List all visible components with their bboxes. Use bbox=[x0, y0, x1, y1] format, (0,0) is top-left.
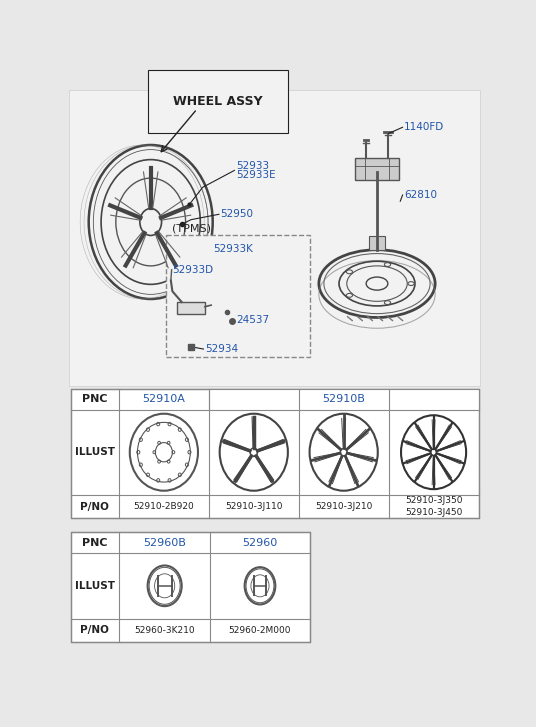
Text: PNC: PNC bbox=[82, 538, 108, 547]
Bar bbox=[355, 158, 399, 180]
Text: 52910A: 52910A bbox=[143, 395, 185, 404]
Text: P/NO: P/NO bbox=[80, 502, 109, 512]
Text: P/NO: P/NO bbox=[80, 625, 109, 635]
Text: ILLUST: ILLUST bbox=[75, 447, 115, 457]
Text: 52950: 52950 bbox=[220, 209, 254, 220]
Text: 52910-3J210: 52910-3J210 bbox=[315, 502, 373, 511]
Bar bbox=[71, 532, 310, 642]
Bar bbox=[166, 235, 310, 357]
Text: 52933E: 52933E bbox=[236, 170, 276, 180]
Text: 52960-3K210: 52960-3K210 bbox=[135, 626, 195, 635]
Bar bbox=[369, 236, 385, 249]
Text: (TPMS): (TPMS) bbox=[173, 224, 211, 234]
Text: ILLUST: ILLUST bbox=[75, 581, 115, 591]
Text: 52933: 52933 bbox=[236, 161, 269, 171]
Text: 52910B: 52910B bbox=[322, 395, 365, 404]
Text: 52933K: 52933K bbox=[213, 244, 252, 254]
Text: 52960B: 52960B bbox=[143, 538, 186, 547]
Text: 52960: 52960 bbox=[242, 538, 278, 547]
Text: 52910-2B920: 52910-2B920 bbox=[133, 502, 194, 511]
Bar bbox=[177, 302, 205, 314]
Text: 24537: 24537 bbox=[236, 315, 269, 325]
Bar bbox=[209, 389, 479, 410]
Text: 52933D: 52933D bbox=[173, 265, 213, 275]
Text: PNC: PNC bbox=[82, 395, 108, 404]
Text: 1140FD: 1140FD bbox=[404, 122, 444, 132]
Text: 52910-3J110: 52910-3J110 bbox=[225, 502, 282, 511]
Bar bbox=[71, 389, 479, 518]
Text: WHEEL ASSY: WHEEL ASSY bbox=[173, 95, 263, 108]
Text: 62810: 62810 bbox=[404, 190, 437, 200]
Text: 52910-3J350
52910-3J450: 52910-3J350 52910-3J450 bbox=[405, 496, 463, 517]
Text: 52934: 52934 bbox=[205, 344, 238, 354]
Bar bbox=[69, 89, 480, 386]
Text: 52960-2M000: 52960-2M000 bbox=[229, 626, 291, 635]
